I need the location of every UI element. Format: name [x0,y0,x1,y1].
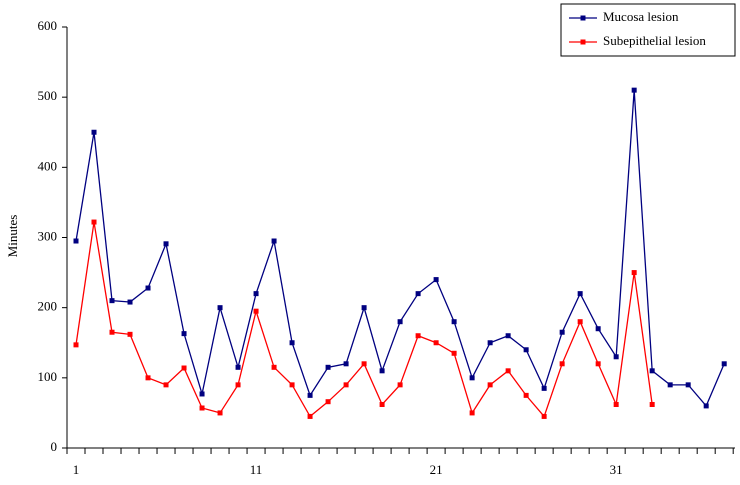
data-point [559,329,565,335]
data-point [577,319,583,325]
data-point [487,340,493,346]
data-point [91,129,97,135]
data-point [289,382,295,388]
data-point [667,382,673,388]
y-tick-label: 400 [38,158,58,173]
data-point [325,399,331,405]
data-point [217,410,223,416]
x-tick-label: 11 [250,462,263,477]
data-point [109,298,115,304]
data-point [649,368,655,374]
data-point [271,238,277,244]
data-point [451,350,457,356]
y-tick-label: 600 [38,18,58,33]
data-point [577,291,583,297]
data-point [145,285,151,291]
data-point [181,365,187,371]
data-point [613,354,619,360]
y-tick-label: 0 [51,439,58,454]
legend-label: Subepithelial lesion [603,33,706,48]
data-point [451,319,457,325]
data-point [379,401,385,407]
x-tick-label: 31 [610,462,623,477]
data-point [289,340,295,346]
data-point [397,382,403,388]
data-point [397,319,403,325]
data-point [361,361,367,367]
y-tick-label: 300 [38,228,58,243]
data-point [343,361,349,367]
y-tick-label: 500 [38,88,58,103]
legend-box [560,3,736,57]
data-point [343,382,349,388]
y-tick-label: 100 [38,369,58,384]
data-point [91,219,97,225]
data-point [361,305,367,311]
data-point [523,392,529,398]
data-point [685,382,691,388]
data-point [613,401,619,407]
data-point [163,382,169,388]
legend-marker [580,15,586,21]
data-point [217,305,223,311]
data-point [505,333,511,339]
data-point [631,270,637,276]
data-point [271,364,277,370]
data-point [235,382,241,388]
legend-marker [580,39,586,45]
data-point [199,391,205,397]
data-point [541,413,547,419]
data-point [433,340,439,346]
data-point [541,385,547,391]
data-point [433,277,439,283]
y-tick-label: 200 [38,299,58,314]
data-point [469,410,475,416]
data-point [73,238,79,244]
data-point [595,326,601,332]
legend-label: Mucosa lesion [603,9,679,24]
data-point [523,347,529,353]
data-point [307,392,313,398]
data-point [73,342,79,348]
data-point [181,331,187,337]
x-tick-label: 1 [73,462,80,477]
data-point [487,382,493,388]
data-point [199,405,205,411]
data-point [649,401,655,407]
data-point [415,333,421,339]
data-point [127,299,133,305]
data-point [559,361,565,367]
data-point [109,329,115,335]
data-point [325,364,331,370]
data-point [163,241,169,247]
data-point [631,87,637,93]
data-point [253,308,259,314]
data-point [505,368,511,374]
data-point [307,413,313,419]
data-point [721,361,727,367]
x-tick-label: 21 [430,462,443,477]
data-point [145,375,151,381]
data-point [415,291,421,297]
y-axis-label: Minutes [5,215,20,258]
data-point [127,331,133,337]
data-point [253,291,259,297]
data-point [469,375,475,381]
data-point [703,403,709,409]
series-line [75,90,725,408]
data-point [379,368,385,374]
data-point [235,364,241,370]
data-point [595,361,601,367]
